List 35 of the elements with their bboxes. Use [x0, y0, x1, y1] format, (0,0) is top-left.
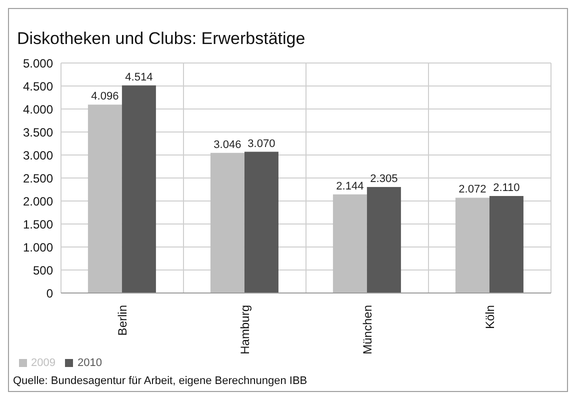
data-label: 3.070	[248, 138, 276, 150]
y-tick-label: 0	[46, 286, 54, 300]
x-tick-label: Hamburg	[238, 305, 252, 354]
source-note: Quelle: Bundesagentur für Arbeit, eigene Berechnungen IBB	[13, 375, 308, 387]
data-label: 4.096	[91, 90, 119, 103]
bar	[489, 196, 524, 293]
y-tick-label: 1.500	[22, 217, 54, 232]
chart-title: Diskotheken und Clubs: Erwerbstätige	[17, 29, 306, 49]
bar	[332, 194, 367, 293]
data-label: 4.514	[125, 71, 153, 84]
bar	[210, 152, 244, 293]
data-label: 2.072	[458, 184, 486, 196]
y-tick-label: 5.000	[22, 56, 54, 70]
x-tick-label: Berlin	[115, 305, 130, 336]
legend-label: 2010	[77, 357, 102, 369]
bar	[366, 186, 401, 293]
legend-label: 2009	[31, 357, 56, 369]
y-tick-label: 2.500	[22, 171, 54, 186]
bar	[244, 152, 278, 293]
bar	[122, 85, 156, 293]
data-label: 2.110	[493, 182, 520, 194]
y-tick-label: 3.500	[22, 125, 54, 140]
bar	[455, 198, 490, 293]
y-tick-label: 500	[32, 263, 54, 278]
y-tick-label: 2.000	[22, 194, 54, 208]
y-tick-label: 1.000	[22, 240, 54, 254]
data-label: 2.144	[336, 180, 364, 192]
y-tick-label: 3.000	[22, 148, 54, 162]
data-label: 3.046	[214, 138, 242, 151]
x-tick-label: München	[360, 305, 374, 354]
y-tick-label: 4.000	[22, 102, 54, 116]
bar	[88, 104, 122, 293]
x-tick-label: Köln	[482, 305, 497, 330]
data-label: 2.305	[370, 172, 398, 185]
y-tick-label: 4.500	[22, 79, 54, 94]
